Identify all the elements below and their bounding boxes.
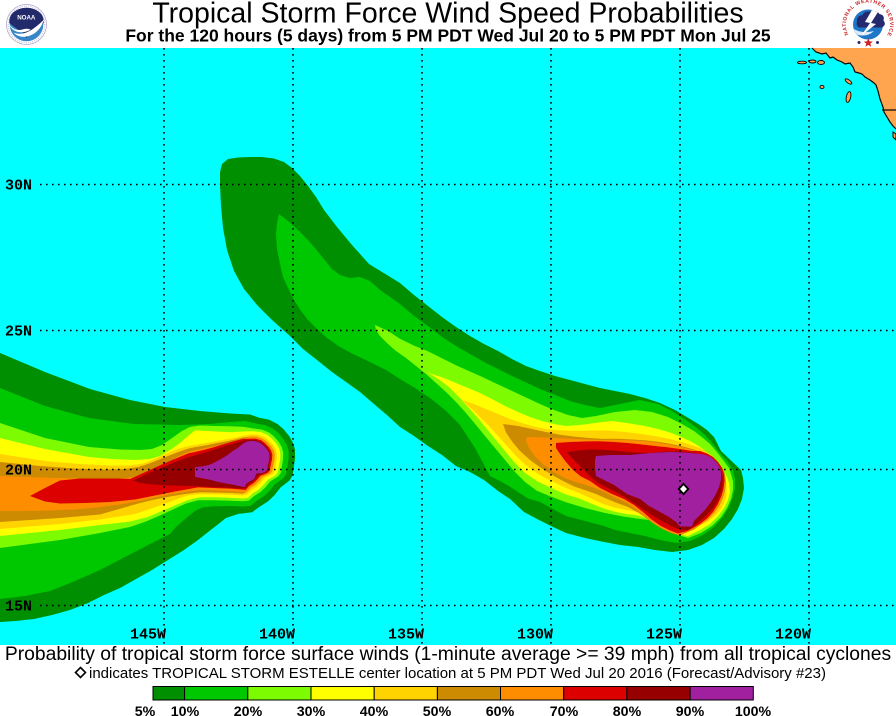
svg-text:30%: 30% [297, 704, 326, 716]
svg-text:Tropical Storm Force Wind Spee: Tropical Storm Force Wind Speed Probabil… [152, 0, 743, 30]
svg-text:indicates TROPICAL STORM ESTEL: indicates TROPICAL STORM ESTELLE center … [89, 665, 826, 682]
svg-text:50%: 50% [423, 704, 452, 716]
svg-text:145W: 145W [130, 627, 166, 644]
svg-text:70%: 70% [550, 704, 579, 716]
svg-text:60%: 60% [486, 704, 515, 716]
svg-text:40%: 40% [360, 704, 389, 716]
svg-text:125W: 125W [646, 627, 682, 644]
svg-text:25N: 25N [5, 324, 32, 341]
svg-text:20N: 20N [5, 463, 32, 480]
svg-text:120W: 120W [775, 627, 811, 644]
svg-text:100%: 100% [735, 704, 772, 716]
svg-text:For the 120 hours (5 days) fro: For the 120 hours (5 days) from 5 PM PDT… [125, 26, 771, 46]
svg-text:20%: 20% [234, 704, 263, 716]
svg-text:5%: 5% [135, 704, 156, 716]
svg-text:30N: 30N [5, 178, 32, 195]
svg-text:140W: 140W [259, 627, 295, 644]
svg-text:135W: 135W [388, 627, 424, 644]
svg-text:NOAA: NOAA [17, 15, 36, 22]
svg-text:80%: 80% [613, 704, 642, 716]
svg-text:90%: 90% [676, 704, 705, 716]
svg-text:Probability of tropical storm: Probability of tropical storm force surf… [5, 644, 891, 665]
svg-text:130W: 130W [517, 627, 553, 644]
svg-text:10%: 10% [171, 704, 200, 716]
svg-text:15N: 15N [5, 599, 32, 616]
